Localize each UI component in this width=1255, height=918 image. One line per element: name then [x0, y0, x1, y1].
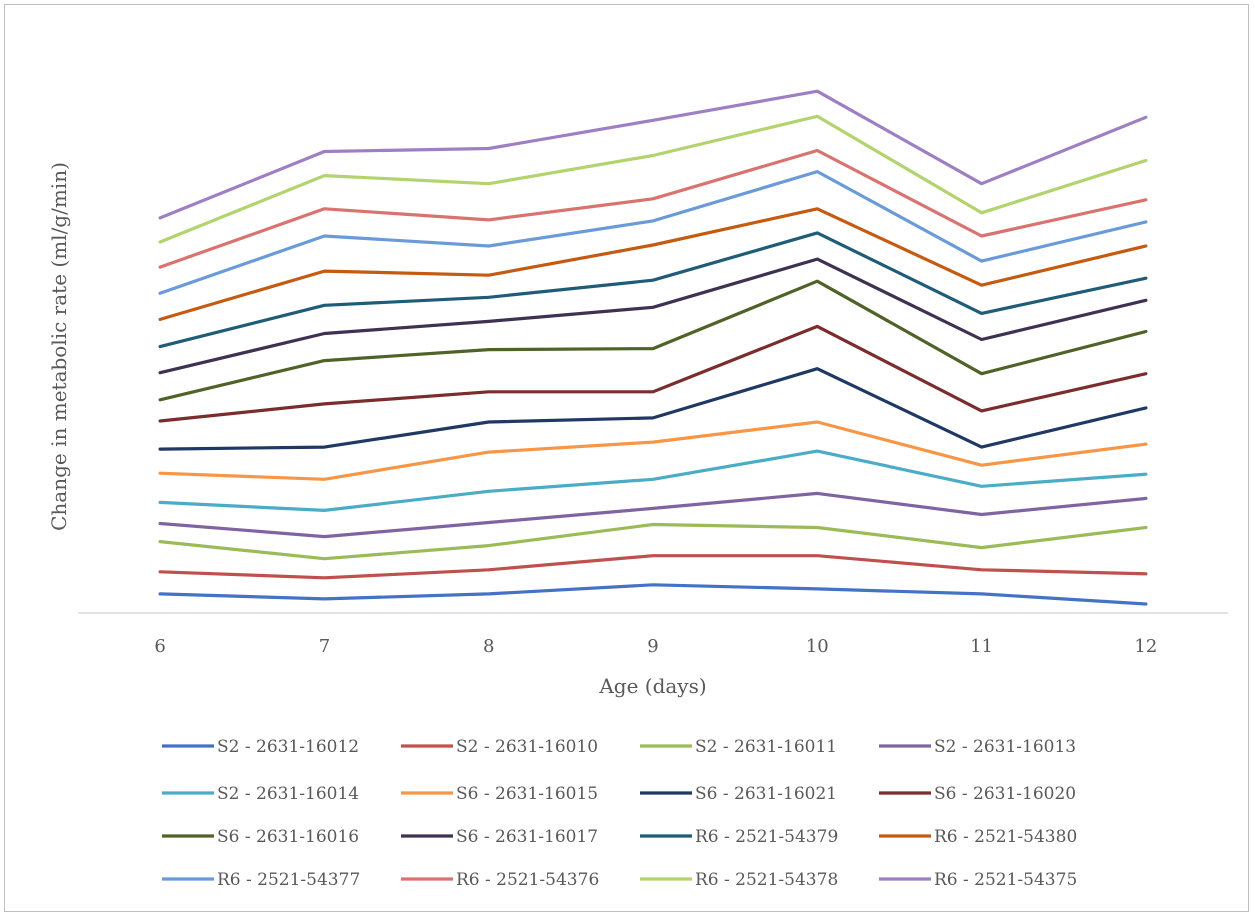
series-line-15: [158, 114, 1148, 244]
series-line-12: [158, 207, 1148, 321]
legend-label: S6 - 2631-16021: [695, 784, 837, 804]
x-tick-label: 6: [154, 636, 165, 657]
series-line-2: [158, 554, 1148, 580]
legend-item: R6 - 2521-54375: [879, 870, 1077, 890]
legend-label: R6 - 2521-54379: [695, 827, 838, 847]
legend-item: R6 - 2521-54377: [162, 870, 360, 890]
series-line-13: [158, 170, 1148, 295]
series-line-14: [158, 148, 1148, 269]
legend-label: S6 - 2631-16016: [217, 827, 359, 847]
legend-label: S2 - 2631-16010: [456, 737, 598, 757]
legend-item: S2 - 2631-16012: [162, 737, 359, 757]
x-tick-label: 9: [647, 636, 658, 657]
legend-label: R6 - 2521-54378: [695, 870, 838, 890]
x-tick-label: 7: [319, 636, 330, 657]
legend-item: S2 - 2631-16014: [162, 784, 359, 804]
legend-item: S6 - 2631-16017: [401, 827, 598, 847]
legend-item: S2 - 2631-16013: [879, 737, 1076, 757]
legend-item: S6 - 2631-16021: [640, 784, 837, 804]
legend-item: S6 - 2631-16016: [162, 827, 359, 847]
legend-item: R6 - 2521-54376: [401, 870, 599, 890]
legend-label: S6 - 2631-16020: [934, 784, 1076, 804]
series-line-9: [158, 279, 1148, 402]
legend-label: R6 - 2521-54376: [456, 870, 599, 890]
series-line-16: [158, 89, 1148, 220]
x-tick-label: 12: [1134, 636, 1157, 657]
legend-label: S2 - 2631-16013: [934, 737, 1076, 757]
series-line-6: [158, 420, 1148, 481]
legend-item: S2 - 2631-16010: [401, 737, 598, 757]
series-line-10: [158, 257, 1148, 375]
legend-label: S6 - 2631-16015: [456, 784, 598, 804]
legend-item: S6 - 2631-16015: [401, 784, 598, 804]
legend-label: R6 - 2521-54380: [934, 827, 1077, 847]
x-axis-title: Age (days): [598, 674, 706, 698]
legend-label: R6 - 2521-54377: [217, 870, 360, 890]
series-line-5: [158, 449, 1148, 512]
legend-item: S6 - 2631-16020: [879, 784, 1076, 804]
x-tick-label: 11: [970, 636, 993, 657]
legend-label: R6 - 2521-54375: [934, 870, 1077, 890]
series-line-8: [158, 324, 1148, 423]
series-layer: [158, 89, 1148, 606]
y-axis-title: Change in metabolic rate (ml/g/min): [47, 162, 71, 531]
legend-item: R6 - 2521-54380: [879, 827, 1077, 847]
series-line-1: [158, 583, 1148, 606]
legend-label: S6 - 2631-16017: [456, 827, 598, 847]
x-tick-label: 10: [806, 636, 829, 657]
legend-label: S2 - 2631-16012: [217, 737, 359, 757]
legend-item: S2 - 2631-16011: [640, 737, 837, 757]
legend-label: S2 - 2631-16014: [217, 784, 359, 804]
series-line-3: [158, 522, 1148, 561]
legend-item: R6 - 2521-54378: [640, 870, 838, 890]
x-tick-labels: 6 7 8 9 10 11 12: [154, 636, 1157, 657]
legend-item: R6 - 2521-54379: [640, 827, 838, 847]
series-line-7: [158, 367, 1148, 451]
legend: S2 - 2631-16012 S2 - 2631-16010 S2 - 2631-…: [162, 737, 1077, 890]
series-line-11: [158, 231, 1148, 349]
legend-label: S2 - 2631-16011: [695, 737, 837, 757]
series-line-4: [158, 491, 1148, 539]
x-tick-label: 8: [483, 636, 494, 657]
